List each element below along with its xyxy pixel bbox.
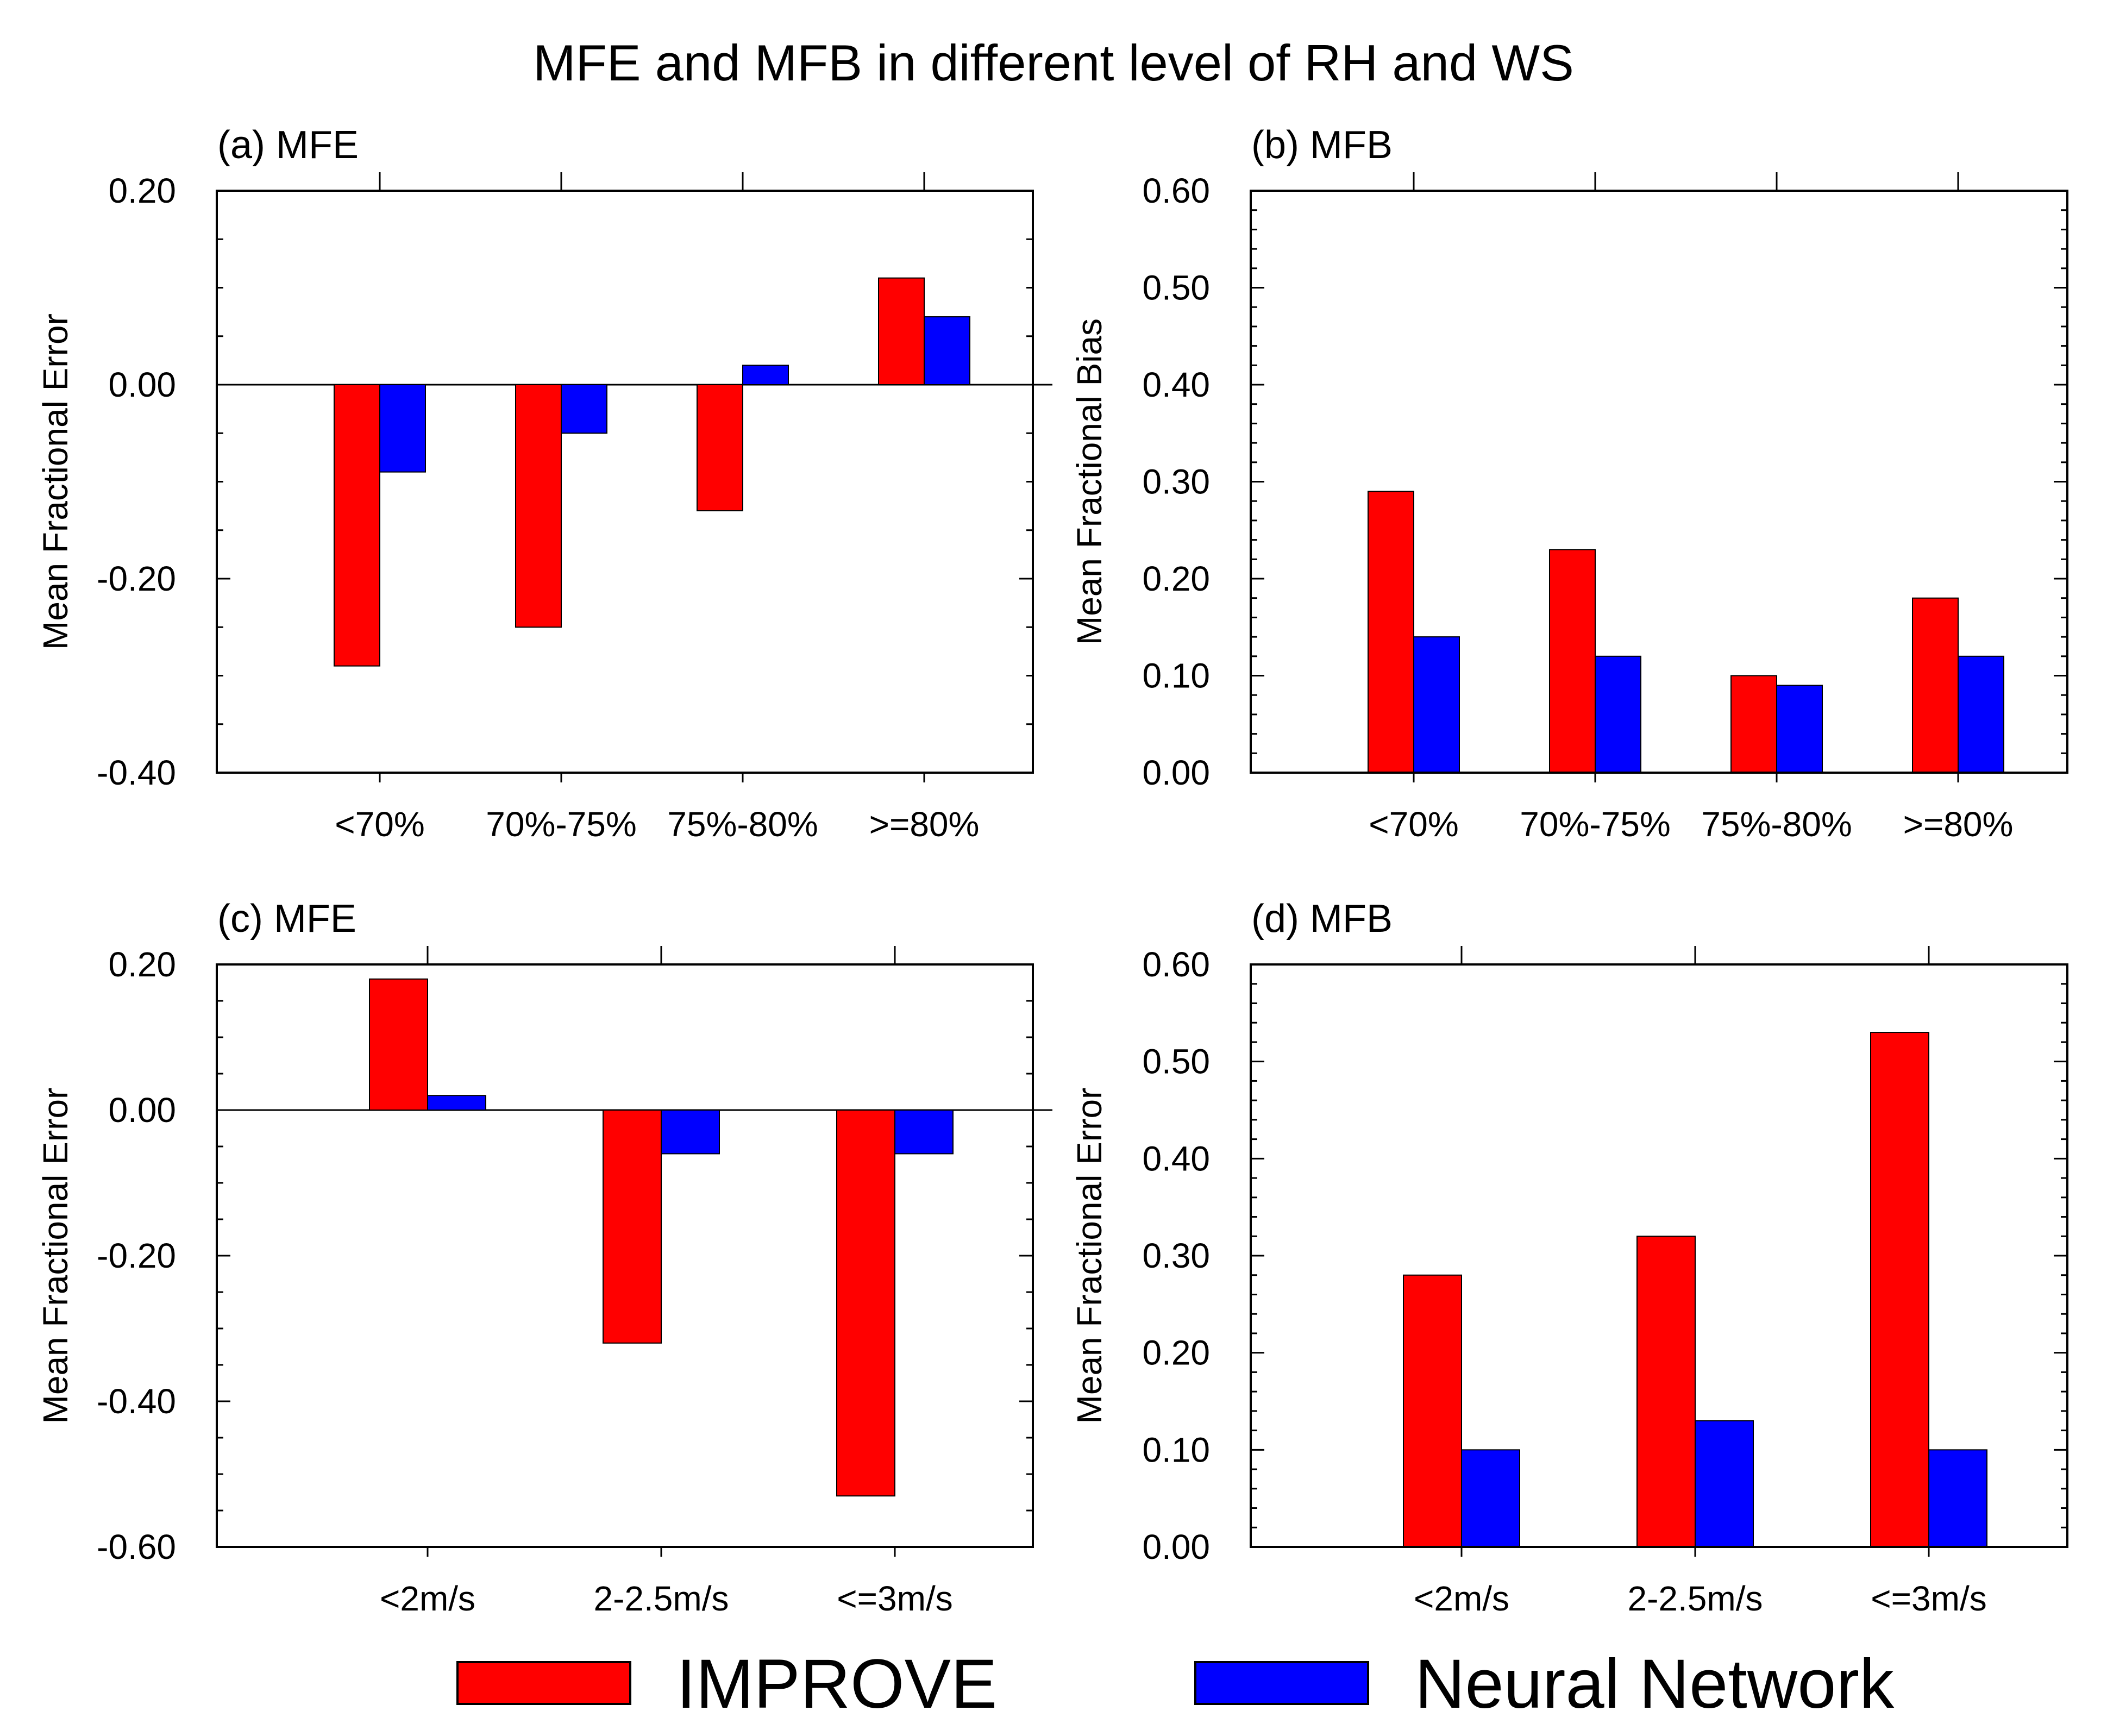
y-tick-label: 0.50 — [1142, 268, 1210, 308]
plot-frame — [1250, 963, 2068, 1548]
panel-title: (b) MFB — [1251, 123, 1393, 167]
y-tick-label: 0.20 — [108, 945, 176, 984]
y-tick-label: -0.60 — [97, 1527, 176, 1566]
y-tick-label: -0.20 — [97, 1236, 176, 1275]
x-tick-label: 75%-80% — [1701, 805, 1852, 844]
y-tick-label: 0.30 — [1142, 1236, 1210, 1275]
y-tick-label: 0.60 — [1142, 945, 1210, 984]
y-tick-label: 0.20 — [108, 171, 176, 210]
x-tick-label: <2m/s — [380, 1579, 475, 1618]
x-tick-label: >=80% — [1903, 805, 2014, 844]
bar-improve-1 — [1549, 549, 1596, 773]
y-tick-label: 0.00 — [108, 365, 176, 404]
figure-title: MFE and MFB in different level of RH and… — [533, 34, 1574, 91]
x-tick-label: 2-2.5m/s — [594, 1579, 729, 1618]
bar-improve-2 — [836, 1110, 895, 1497]
bar-neural-network-2 — [1928, 1449, 1987, 1547]
bar-neural-network-2 — [894, 1110, 954, 1155]
chart-panel-d: (d) MFB Mean Fractional Error 0.00 0.10 0.20… — [1070, 897, 2068, 1618]
y-tick-label: -0.40 — [97, 753, 176, 792]
bar-neural-network-2 — [742, 365, 789, 385]
x-tick-label: <=3m/s — [1871, 1579, 1986, 1618]
x-tick-label: <2m/s — [1414, 1579, 1509, 1618]
bar-neural-network-1 — [561, 384, 607, 434]
y-tick-label: 0.20 — [1142, 1333, 1210, 1372]
chart-panel-c: (c) MFE Mean Fractional Error -0.60 -0.40 -0… — [36, 897, 1052, 1618]
y-tick-label: 0.40 — [1142, 365, 1210, 404]
legend-swatch-improve — [456, 1661, 631, 1705]
legend-label: Neural Network — [1415, 1645, 1895, 1723]
chart-panel-b: (b) MFB Mean Fractional Bias 0.00 0.10 0.20 0… — [1070, 123, 2068, 844]
chart-panel-a: (a) MFE Mean Fractional Error -0.40 -0.20 0.… — [36, 123, 1052, 844]
panel-title: (c) MFE — [217, 897, 356, 941]
y-axis-label: Mean Fractional Error — [36, 314, 75, 650]
y-axis-label: Mean Fractional Bias — [1070, 318, 1109, 645]
bar-improve-1 — [515, 384, 562, 628]
bar-neural-network-0 — [427, 1095, 486, 1111]
bar-neural-network-1 — [1695, 1420, 1754, 1548]
x-tick-label: 70%-75% — [1520, 805, 1671, 844]
bar-neural-network-2 — [1776, 685, 1823, 773]
bar-neural-network-3 — [924, 316, 970, 385]
y-axis-label: Mean Fractional Error — [1070, 1088, 1109, 1424]
y-tick-label: 0.10 — [1142, 1430, 1210, 1469]
bar-improve-1 — [603, 1110, 662, 1344]
bar-neural-network-3 — [1958, 655, 2004, 774]
x-tick-label: <=3m/s — [837, 1579, 952, 1618]
plot-frame — [1250, 190, 2068, 774]
y-axis-label: Mean Fractional Error — [36, 1088, 75, 1424]
y-tick-label: 0.30 — [1142, 462, 1210, 502]
y-tick-label: 0.60 — [1142, 171, 1210, 210]
x-tick-label: <70% — [335, 805, 424, 844]
bar-improve-1 — [1636, 1236, 1696, 1547]
x-tick-label: 2-2.5m/s — [1628, 1579, 1763, 1618]
bar-neural-network-0 — [1461, 1449, 1520, 1547]
y-tick-label: 0.20 — [1142, 559, 1210, 598]
y-tick-label: 0.40 — [1142, 1139, 1210, 1178]
legend-label: IMPROVE — [676, 1645, 997, 1723]
bar-improve-2 — [1870, 1032, 1929, 1547]
bar-improve-0 — [1368, 491, 1414, 773]
bar-improve-0 — [369, 978, 428, 1111]
panels: (a) MFE Mean Fractional Error -0.40 -0.20 0.… — [36, 123, 2068, 1618]
x-tick-label: >=80% — [869, 805, 980, 844]
bar-neural-network-1 — [1595, 655, 1641, 774]
x-tick-label: <70% — [1369, 805, 1458, 844]
bar-improve-0 — [1403, 1274, 1462, 1548]
y-tick-label: 0.00 — [108, 1091, 176, 1130]
x-tick-label: 70%-75% — [486, 805, 637, 844]
panel-title: (d) MFB — [1251, 897, 1393, 941]
y-tick-label: -0.40 — [97, 1382, 176, 1421]
y-tick-label: 0.00 — [1142, 1527, 1210, 1566]
bar-neural-network-1 — [661, 1110, 720, 1155]
y-tick-label: 0.50 — [1142, 1042, 1210, 1081]
legend-swatch-neural-network — [1194, 1661, 1369, 1705]
bar-neural-network-0 — [1413, 636, 1460, 773]
panel-title: (a) MFE — [217, 123, 359, 167]
bar-improve-3 — [1912, 597, 1959, 773]
x-tick-label: 75%-80% — [667, 805, 818, 844]
bar-improve-2 — [1730, 675, 1777, 773]
bar-improve-3 — [878, 277, 925, 385]
bar-improve-2 — [697, 384, 743, 512]
y-tick-label: 0.00 — [1142, 753, 1210, 792]
y-tick-label: 0.10 — [1142, 656, 1210, 695]
plot-frame — [216, 190, 1034, 774]
bar-neural-network-0 — [379, 384, 426, 473]
y-tick-label: -0.20 — [97, 559, 176, 598]
plot-frame — [216, 963, 1034, 1548]
bar-improve-0 — [334, 384, 380, 667]
legend: IMPROVE Neural Network — [456, 1645, 1895, 1723]
